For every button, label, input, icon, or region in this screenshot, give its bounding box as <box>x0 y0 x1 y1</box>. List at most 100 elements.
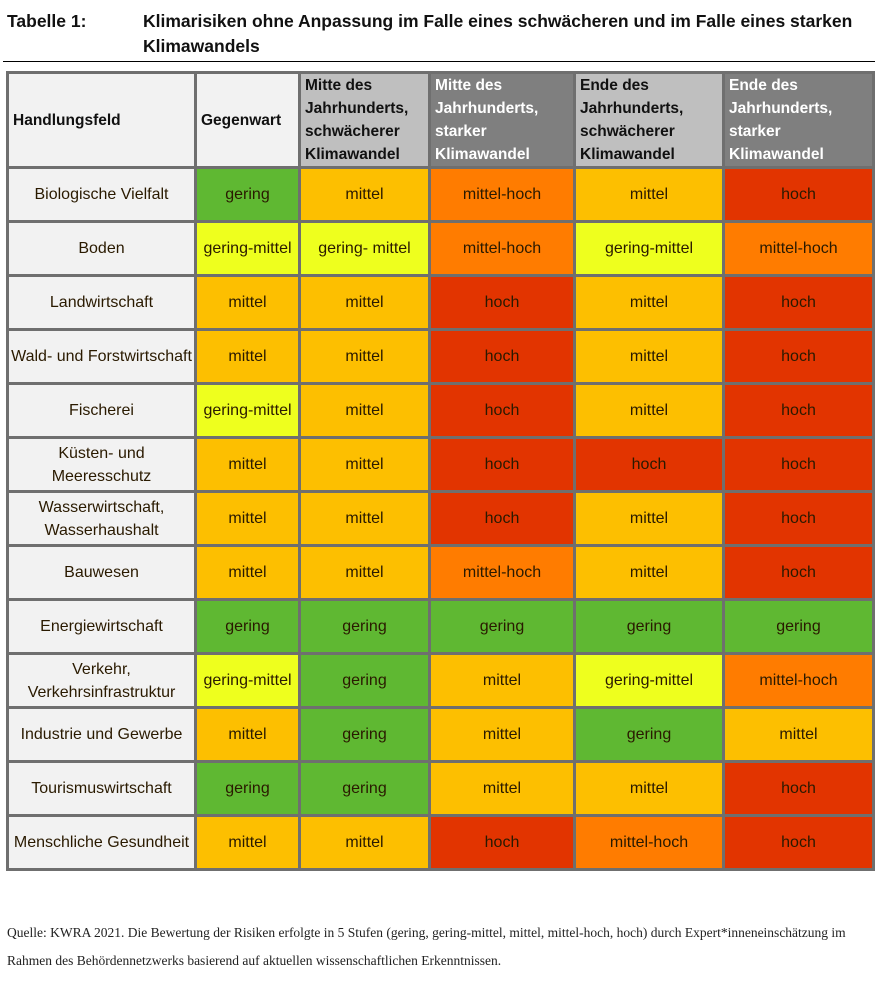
caption-divider <box>3 61 875 62</box>
row-field-label: Verkehr, Verkehrsinfrastruktur <box>6 652 197 709</box>
table-row: Wasserwirtschaft, Wasserhaushalt mittel mi… <box>6 490 875 547</box>
risk-cell-mittel: mittel <box>573 760 725 817</box>
table-caption-label: Tabelle 1: <box>7 11 87 31</box>
table-row: Biologische Vielfalt gering mittel mittel-h… <box>6 166 875 223</box>
risk-cell-hoch: hoch <box>573 436 725 493</box>
risk-cell-gering: gering <box>298 598 431 655</box>
risk-cell-mittel: mittel <box>573 490 725 547</box>
risk-cell-mittel: mittel <box>573 328 725 385</box>
risk-cell-gering-mittel: gering-mittel <box>194 652 301 709</box>
risk-cell-hoch: hoch <box>722 274 875 331</box>
row-field-label: Tourismuswirtschaft <box>6 760 197 817</box>
risk-cell-mittel: mittel <box>298 544 431 601</box>
row-field-label: Wald- und Forstwirtschaft <box>6 328 197 385</box>
header-ende-schwach: Ende des Jahrhunderts, schwächerer Klima… <box>573 71 725 169</box>
header-gegenwart: Gegenwart <box>194 71 301 169</box>
risk-cell-mittel: mittel <box>298 382 431 439</box>
header-mitte-stark: Mitte des Jahrhunderts, starker Klimawan… <box>428 71 576 169</box>
risk-cell-mittel: mittel <box>194 328 301 385</box>
row-field-label: Menschliche Gesundheit <box>6 814 197 871</box>
risk-cell-mittel: mittel <box>194 544 301 601</box>
risk-cell-hoch: hoch <box>428 328 576 385</box>
risk-cell-hoch: hoch <box>428 382 576 439</box>
risk-cell-gering-mittel: gering-mittel <box>194 220 301 277</box>
risk-cell-hoch: hoch <box>722 382 875 439</box>
risk-cell-mittel: mittel <box>194 490 301 547</box>
table-row: Menschliche Gesundheit mittel mittel hoch mi… <box>6 814 875 871</box>
risk-cell-mittel: mittel <box>573 166 725 223</box>
header-handlungsfeld: Handlungsfeld <box>6 71 197 169</box>
risk-cell-mittel: mittel <box>298 490 431 547</box>
risk-cell-mittel-hoch: mittel-hoch <box>428 166 576 223</box>
risk-cell-hoch: hoch <box>428 436 576 493</box>
header-row: Handlungsfeld Gegenwart Mitte des Jahrhu… <box>6 71 875 169</box>
risk-cell-mittel: mittel <box>428 760 576 817</box>
risk-cell-mittel: mittel <box>573 382 725 439</box>
risk-cell-hoch: hoch <box>428 490 576 547</box>
risk-cell-gering: gering <box>194 166 301 223</box>
risk-cell-hoch: hoch <box>428 274 576 331</box>
table-row: Industrie und Gewerbe mittel gering mittel g… <box>6 706 875 763</box>
row-field-label: Industrie und Gewerbe <box>6 706 197 763</box>
risk-cell-hoch: hoch <box>428 814 576 871</box>
row-field-label: Fischerei <box>6 382 197 439</box>
table-row: Küsten- und Meeresschutz mittel mittel hoch… <box>6 436 875 493</box>
risk-cell-gering: gering <box>428 598 576 655</box>
risk-cell-mittel-hoch: mittel-hoch <box>428 544 576 601</box>
risk-cell-hoch: hoch <box>722 166 875 223</box>
risk-cell-hoch: hoch <box>722 760 875 817</box>
risk-cell-gering: gering <box>722 598 875 655</box>
risk-cell-gering: gering <box>298 760 431 817</box>
risk-cell-hoch: hoch <box>722 490 875 547</box>
risk-cell-gering: gering <box>573 706 725 763</box>
header-mitte-schwach: Mitte des Jahrhunderts, schwächerer Klim… <box>298 71 431 169</box>
table-row: Bauwesen mittel mittel mittel-hoch mittel hoc… <box>6 544 875 601</box>
risk-cell-gering-mittel: gering-mittel <box>573 220 725 277</box>
table-row: Boden gering-mittel gering- mittel mittel-h… <box>6 220 875 277</box>
risk-cell-mittel-hoch: mittel-hoch <box>722 652 875 709</box>
risk-cell-gering: gering <box>298 652 431 709</box>
risk-cell-mittel: mittel <box>298 814 431 871</box>
row-field-label: Boden <box>6 220 197 277</box>
risk-cell-mittel: mittel <box>298 328 431 385</box>
source-note: Quelle: KWRA 2021. Die Bewertung der Ris… <box>7 925 846 968</box>
table-row: Verkehr, Verkehrsinfrastruktur gering-mit… <box>6 652 875 709</box>
risk-cell-mittel: mittel <box>428 706 576 763</box>
risk-cell-gering: gering <box>194 760 301 817</box>
risk-cell-hoch: hoch <box>722 814 875 871</box>
risk-cell-mittel: mittel <box>194 436 301 493</box>
risk-cell-gering: gering <box>194 598 301 655</box>
row-field-label: Biologische Vielfalt <box>6 166 197 223</box>
risk-table: Handlungsfeld Gegenwart Mitte des Jahrhu… <box>6 71 875 871</box>
table-row: Wald- und Forstwirtschaft mittel mittel hoc… <box>6 328 875 385</box>
risk-cell-hoch: hoch <box>722 328 875 385</box>
risk-cell-hoch: hoch <box>722 436 875 493</box>
risk-cell-gering-mittel: gering-mittel <box>194 382 301 439</box>
risk-cell-mittel: mittel <box>298 436 431 493</box>
risk-cell-gering: gering <box>298 706 431 763</box>
risk-cell-mittel-hoch: mittel-hoch <box>722 220 875 277</box>
table-row: Tourismuswirtschaft gering gering mittel mit… <box>6 760 875 817</box>
row-field-label: Küsten- und Meeresschutz <box>6 436 197 493</box>
risk-cell-mittel: mittel <box>298 166 431 223</box>
header-ende-stark: Ende des Jahrhunderts, starker Klimawand… <box>722 71 875 169</box>
row-field-label: Energiewirtschaft <box>6 598 197 655</box>
row-field-label: Landwirtschaft <box>6 274 197 331</box>
table-row: Energiewirtschaft gering gering gering gerin… <box>6 598 875 655</box>
risk-cell-mittel: mittel <box>298 274 431 331</box>
table-row: Landwirtschaft mittel mittel hoch mittel hoch <box>6 274 875 331</box>
row-field-label: Bauwesen <box>6 544 197 601</box>
risk-cell-mittel-hoch: mittel-hoch <box>573 814 725 871</box>
risk-cell-mittel: mittel <box>194 706 301 763</box>
risk-cell-mittel: mittel <box>573 274 725 331</box>
risk-cell-gering-mittel: gering- mittel <box>298 220 431 277</box>
risk-cell-mittel: mittel <box>573 544 725 601</box>
row-field-label: Wasserwirtschaft, Wasserhaushalt <box>6 490 197 547</box>
risk-cell-mittel: mittel <box>194 814 301 871</box>
risk-cell-gering: gering <box>573 598 725 655</box>
risk-cell-mittel: mittel <box>428 652 576 709</box>
risk-cell-gering-mittel: gering-mittel <box>573 652 725 709</box>
risk-cell-mittel: mittel <box>194 274 301 331</box>
risk-cell-hoch: hoch <box>722 544 875 601</box>
risk-cell-mittel-hoch: mittel-hoch <box>428 220 576 277</box>
